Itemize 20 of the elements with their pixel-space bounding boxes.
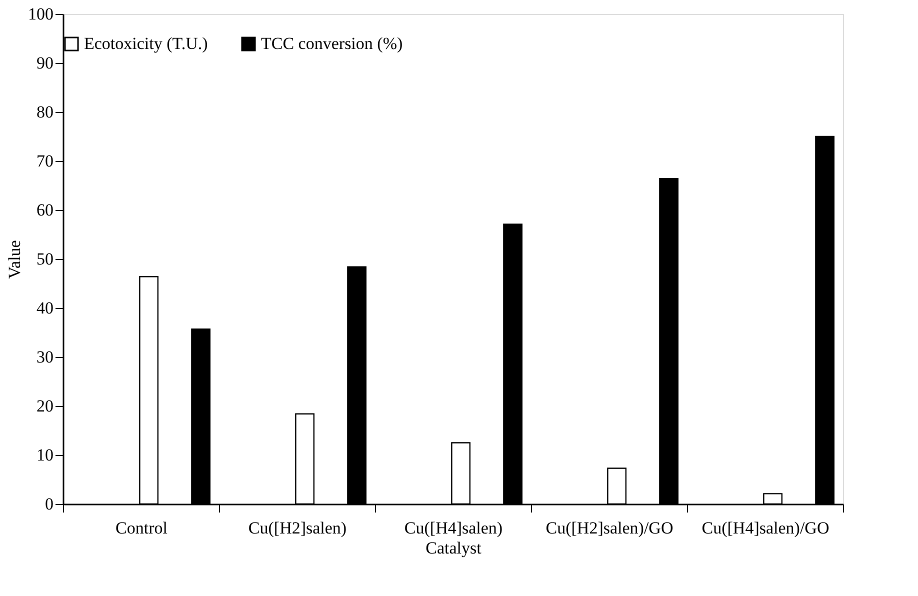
- x-tick-label: Cu([H2]salen): [248, 518, 347, 538]
- y-tick-label: 50: [36, 250, 54, 268]
- y-tick-label: 70: [36, 152, 54, 170]
- y-tick-label: 10: [36, 446, 54, 464]
- y-tick-label: 0: [45, 494, 54, 514]
- x-tick-label: Cu([H2]salen)/GO: [546, 518, 674, 538]
- x-tick-label: Cu([H4]salen): [404, 518, 503, 538]
- y-tick-label: 60: [36, 200, 54, 220]
- y-tick-label: 30: [36, 348, 54, 366]
- legend-label: Ecotoxicity (T.U.): [84, 34, 208, 53]
- x-tick-label: Cu([H4]salen)/GO: [702, 518, 830, 538]
- y-tick-label: 90: [36, 54, 54, 72]
- legend-label: TCC conversion (%): [261, 34, 403, 53]
- y-tick-label: 100: [28, 4, 54, 24]
- x-axis-title: Catalyst: [426, 538, 482, 558]
- y-axis-title: Value: [5, 240, 24, 279]
- y-tick-label: 40: [36, 298, 54, 318]
- x-tick-label: Control: [116, 518, 168, 538]
- y-tick-label: 80: [36, 102, 54, 122]
- y-tick-label: 20: [36, 396, 54, 416]
